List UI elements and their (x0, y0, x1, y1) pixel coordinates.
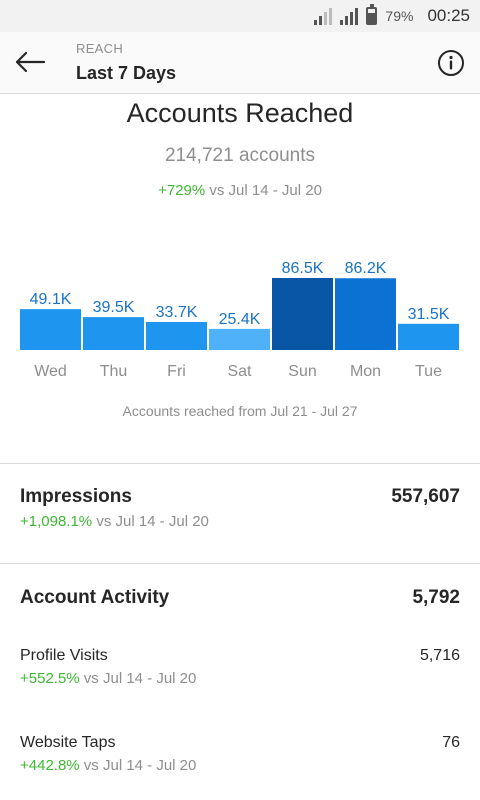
app-header: REACH Last 7 Days (0, 32, 480, 94)
accounts-reached-count: 214,721 accounts (164, 145, 315, 166)
status-bar: 79% 00:25 (0, 0, 480, 32)
section-title: Accounts Reached (126, 98, 354, 128)
profile-visits-value: 5,716 (419, 647, 460, 664)
chart-bar-wed[interactable] (20, 309, 81, 350)
chart-value-label: 25.4K (219, 311, 261, 328)
chart-footnote: Accounts reached from Jul 21 - Jul 27 (122, 403, 358, 419)
chart-bar-mon[interactable] (335, 278, 396, 350)
header-eyebrow: REACH (76, 41, 124, 56)
chart-category-label: Sat (227, 363, 252, 380)
website-taps-change: +442.8% (20, 757, 80, 774)
battery-icon (366, 4, 378, 25)
chart-value-label: 86.2K (345, 260, 387, 277)
chart-value-label: 33.7K (156, 304, 198, 321)
website-taps-compare-text: vs Jul 14 - Jul 20 (79, 757, 197, 774)
reach-change: +729% (158, 182, 206, 199)
chart-value-label: 31.5K (408, 306, 450, 323)
back-arrow-icon (15, 51, 46, 73)
profile-visits-label: Profile Visits (20, 647, 108, 664)
chart-category-label: Tue (415, 363, 442, 380)
website-taps-label: Website Taps (20, 734, 116, 751)
chart-category-label: Wed (34, 363, 67, 380)
divider (0, 463, 480, 464)
info-icon (438, 50, 464, 76)
info-button[interactable] (437, 49, 465, 77)
profile-visits-compare-text: vs Jul 14 - Jul 20 (79, 670, 197, 687)
back-button[interactable] (12, 46, 48, 78)
page-title: Last 7 Days (76, 63, 177, 83)
wifi-signal-icon (314, 7, 333, 25)
profile-visits-change: +552.5% (20, 670, 80, 687)
chart-value-label: 49.1K (30, 291, 72, 308)
impressions-value: 557,607 (391, 486, 460, 507)
divider (0, 563, 480, 564)
profile-visits-comparison: +552.5% vs Jul 14 - Jul 20 (20, 670, 196, 687)
chart-bar-thu[interactable] (83, 317, 144, 350)
chart-value-label: 86.5K (282, 260, 324, 277)
impressions-compare-text: vs Jul 14 - Jul 20 (92, 513, 209, 530)
impressions-label: Impressions (20, 486, 132, 507)
account-activity-value: 5,792 (412, 587, 460, 608)
impressions-comparison: +1,098.1% vs Jul 14 - Jul 20 (20, 513, 209, 530)
chart-bar-sat[interactable] (209, 328, 270, 350)
clock: 00:25 (427, 6, 470, 25)
website-taps-comparison: +442.8% vs Jul 14 - Jul 20 (20, 757, 196, 774)
chart-bar-fri[interactable] (146, 321, 207, 350)
battery-percent: 79% (385, 8, 414, 24)
impressions-change: +1,098.1% (20, 513, 93, 530)
chart-category-label: Thu (100, 363, 128, 380)
chart-category-label: Fri (167, 363, 186, 380)
chart-category-label: Mon (350, 363, 381, 380)
reach-bar-chart: 49.1K Wed 39.5K Thu 33.7K Fri 25.4K Sat 86.5K Sun… (20, 260, 459, 380)
website-taps-value: 76 (442, 734, 460, 751)
chart-value-label: 39.5K (93, 299, 135, 316)
reach-compare-text: vs Jul 14 - Jul 20 (205, 182, 322, 199)
account-activity-label: Account Activity (20, 587, 170, 608)
reach-comparison: +729% vs Jul 14 - Jul 20 (0, 182, 480, 199)
cell-signal-icon (340, 7, 359, 25)
chart-bar-sun[interactable] (272, 278, 333, 350)
chart-bar-tue[interactable] (398, 323, 459, 350)
chart-category-label: Sun (288, 363, 316, 380)
